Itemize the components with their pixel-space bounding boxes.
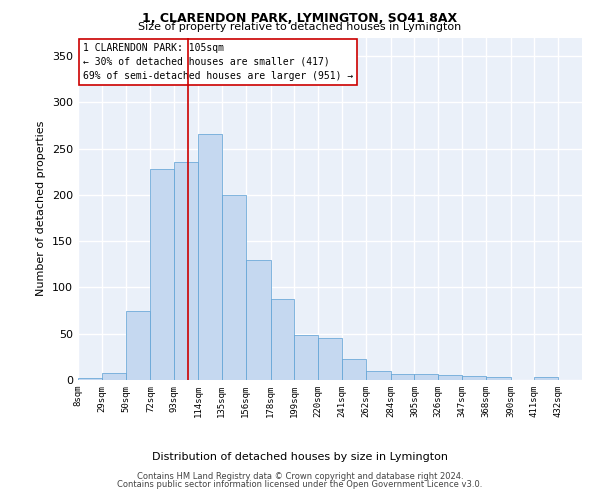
Text: Contains HM Land Registry data © Crown copyright and database right 2024.: Contains HM Land Registry data © Crown c…: [137, 472, 463, 481]
Text: 1, CLARENDON PARK, LYMINGTON, SO41 8AX: 1, CLARENDON PARK, LYMINGTON, SO41 8AX: [142, 12, 458, 26]
Bar: [125, 310, 151, 380]
Bar: [271, 300, 295, 380]
Bar: [438, 376, 462, 380]
Bar: [365, 370, 391, 380]
Bar: [486, 377, 511, 380]
Text: 1 CLARENDON PARK: 105sqm
← 30% of detached houses are smaller (417)
69% of semi-: 1 CLARENDON PARK: 105sqm ← 30% of detach…: [83, 42, 353, 80]
Bar: [391, 374, 415, 380]
Text: Contains public sector information licensed under the Open Government Licence v3: Contains public sector information licen…: [118, 480, 482, 489]
Y-axis label: Number of detached properties: Number of detached properties: [37, 121, 46, 296]
Bar: [222, 195, 245, 380]
Bar: [342, 358, 365, 380]
Bar: [102, 372, 125, 380]
Bar: [318, 338, 342, 380]
Text: Size of property relative to detached houses in Lymington: Size of property relative to detached ho…: [139, 22, 461, 32]
Bar: [462, 376, 486, 380]
Bar: [78, 378, 102, 380]
Text: Distribution of detached houses by size in Lymington: Distribution of detached houses by size …: [152, 452, 448, 462]
Bar: [245, 260, 271, 380]
Bar: [415, 374, 438, 380]
Bar: [174, 162, 198, 380]
Bar: [198, 134, 222, 380]
Bar: [535, 377, 558, 380]
Bar: [295, 334, 318, 380]
Bar: [151, 169, 174, 380]
